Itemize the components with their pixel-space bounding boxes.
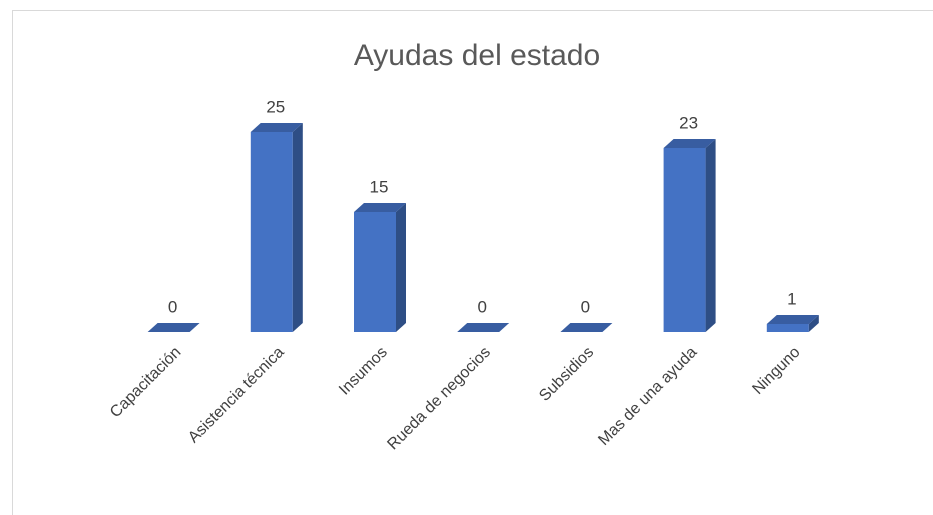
bar-side	[705, 139, 716, 332]
bar-side	[292, 123, 303, 332]
bar-side	[808, 315, 819, 332]
bar-side	[396, 203, 406, 332]
data-label: 1	[787, 289, 796, 308]
bar-top	[147, 323, 200, 332]
data-label: 15	[370, 177, 389, 196]
bar-top	[354, 203, 406, 212]
bar-front	[663, 148, 706, 332]
data-label: 0	[581, 297, 590, 316]
data-label: 0	[477, 297, 486, 316]
bar-top	[250, 123, 303, 132]
chart-title: Ayudas del estado	[354, 39, 600, 72]
bar-top	[457, 323, 510, 332]
bar-top	[560, 323, 613, 332]
bar-front	[354, 212, 396, 332]
data-label: 0	[168, 297, 177, 316]
chart-frame	[12, 10, 933, 515]
data-label: 25	[266, 97, 285, 116]
data-label: 23	[679, 113, 698, 132]
bar-front	[250, 132, 293, 332]
bar-top	[766, 315, 819, 324]
bar-front	[766, 324, 809, 332]
bar-top	[663, 139, 716, 148]
